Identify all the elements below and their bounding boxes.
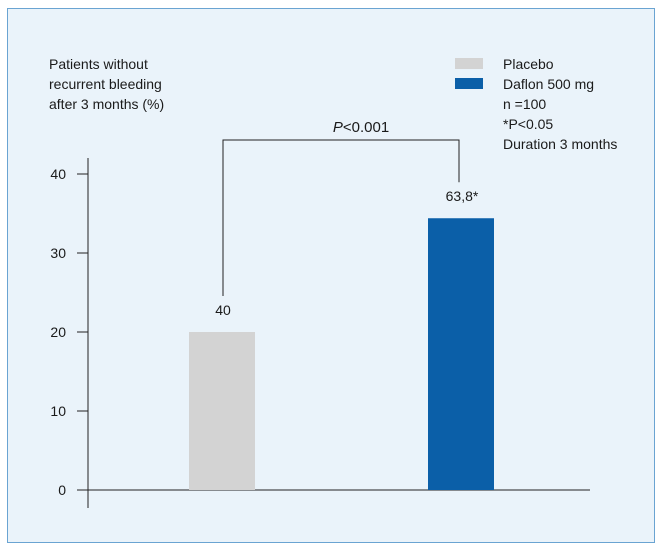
legend-note-p: *P<0.05: [503, 116, 554, 132]
y-axis-title-line-3: after 3 months (%): [49, 96, 165, 112]
y-tick-label: 30: [50, 245, 66, 261]
bar-daflon: [428, 218, 494, 491]
legend-note-n: n =100: [503, 96, 547, 112]
bracket-line: [222, 139, 460, 296]
bar-placebo: [189, 332, 255, 490]
legend-note-duration: Duration 3 months: [503, 136, 618, 152]
data-label-daflon: 63,8*: [446, 188, 479, 204]
legend-swatch-daflon: [455, 78, 483, 89]
bars: [189, 218, 494, 491]
y-tick-label: 0: [58, 482, 66, 498]
legend-label-daflon: Daflon 500 mg: [503, 76, 595, 92]
data-label-placebo: 40: [215, 302, 231, 318]
y-tick-label: 20: [50, 324, 66, 340]
y-ticks: 0 10 20 30 40: [50, 166, 88, 498]
chart-panel: [7, 8, 655, 543]
p-value-label: P<0.001: [333, 119, 389, 136]
axes: [87, 158, 590, 508]
y-axis-title: Patients without recurrent bleeding afte…: [49, 54, 164, 114]
legend-item-daflon: Daflon 500 mg: [455, 74, 617, 94]
y-tick-label: 10: [50, 403, 66, 419]
significance-bracket: P<0.001: [222, 119, 460, 296]
data-labels: 40 63,8*: [215, 188, 479, 318]
legend-label-placebo: Placebo: [503, 56, 554, 72]
legend: Placebo Daflon 500 mg n =100 *P<0.05 Dur…: [455, 54, 617, 154]
y-axis-title-line-1: Patients without: [49, 56, 148, 72]
legend-swatch-placebo: [455, 58, 483, 69]
y-axis-title-line-2: recurrent bleeding: [49, 76, 162, 92]
legend-item-placebo: Placebo: [455, 54, 617, 74]
y-tick-label: 40: [50, 166, 66, 182]
